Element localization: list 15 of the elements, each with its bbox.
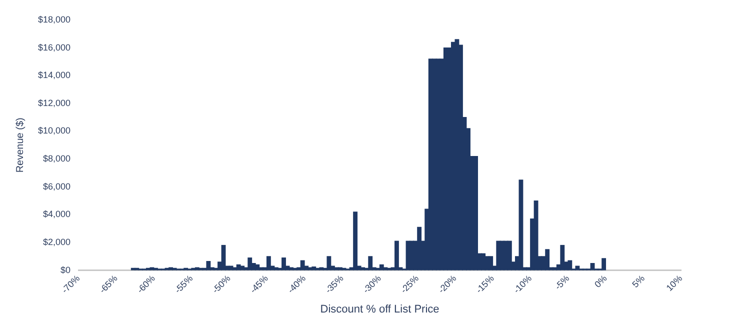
y-tick-label: $12,000 <box>38 98 71 108</box>
x-axis-title: Discount % off List Price <box>320 303 440 316</box>
x-tick-label: 0% <box>592 273 609 290</box>
y-axis-title: Revenue ($) <box>14 118 26 173</box>
y-tick-label: $2,000 <box>43 236 71 247</box>
y-tick-label: $4,000 <box>43 209 71 220</box>
y-tick-label: $16,000 <box>38 42 71 52</box>
y-tick-label: $18,000 <box>38 14 71 24</box>
y-tick-label: $0 <box>60 264 71 275</box>
y-tick-label: $14,000 <box>38 70 71 80</box>
y-tick-label: $6,000 <box>43 181 71 192</box>
y-tick-label: $8,000 <box>43 154 71 164</box>
x-tick-label: 5% <box>630 273 647 290</box>
y-tick-label: $10,000 <box>38 126 71 136</box>
x-tick-label: -5% <box>552 273 572 292</box>
